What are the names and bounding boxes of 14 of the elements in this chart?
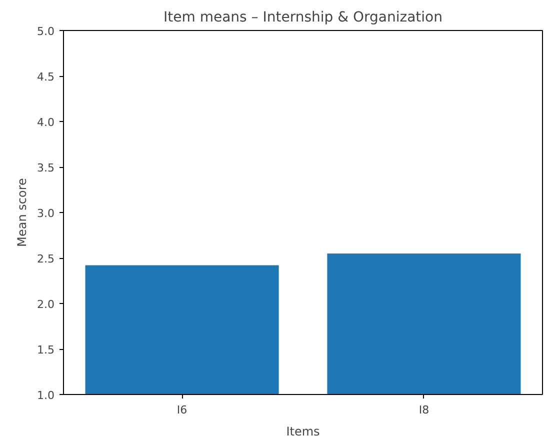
y-tick-label: 4.5 — [37, 70, 55, 84]
y-tick-label: 1.5 — [37, 344, 55, 356]
y-tick-label: 5.0 — [37, 25, 55, 38]
y-tick-label: 2.0 — [37, 298, 55, 311]
y-axis-title: Mean score — [15, 178, 30, 247]
x-axis-title: Items — [286, 424, 320, 438]
y-tick-label: 3.5 — [37, 162, 55, 174]
y-tick-label: 4.0 — [37, 116, 55, 129]
x-tick-label: I8 — [418, 404, 430, 416]
y-tick-label: 3.0 — [37, 207, 55, 220]
y-tick-label: 2.5 — [37, 252, 55, 266]
y-tick-label: 1.0 — [37, 389, 55, 402]
x-tick-label: I6 — [176, 404, 188, 416]
chart-title: Item means – Internship & Organization — [164, 10, 442, 26]
